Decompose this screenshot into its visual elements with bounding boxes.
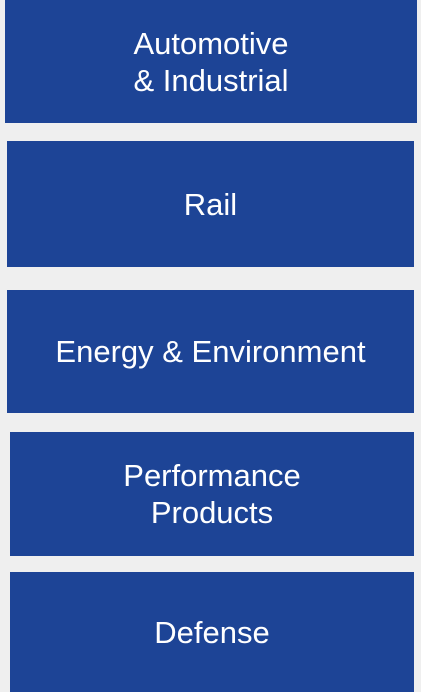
- segment-label: & Industrial: [133, 62, 289, 98]
- segment-box: Automotive & Industrial: [5, 0, 417, 123]
- segment-label: Automotive: [133, 25, 289, 61]
- segment-label: Defense: [154, 614, 270, 650]
- segment-box: Rail: [7, 141, 414, 267]
- segment-box: Defense: [10, 572, 414, 692]
- segment-label: Products: [150, 495, 274, 530]
- segment-box: Performance Products: [10, 432, 414, 556]
- segment-label: Performance: [123, 458, 301, 493]
- segment-label: Energy & Environment: [55, 334, 366, 369]
- segment-label: Rail: [183, 186, 238, 222]
- segment-box: Energy & Environment: [7, 290, 414, 413]
